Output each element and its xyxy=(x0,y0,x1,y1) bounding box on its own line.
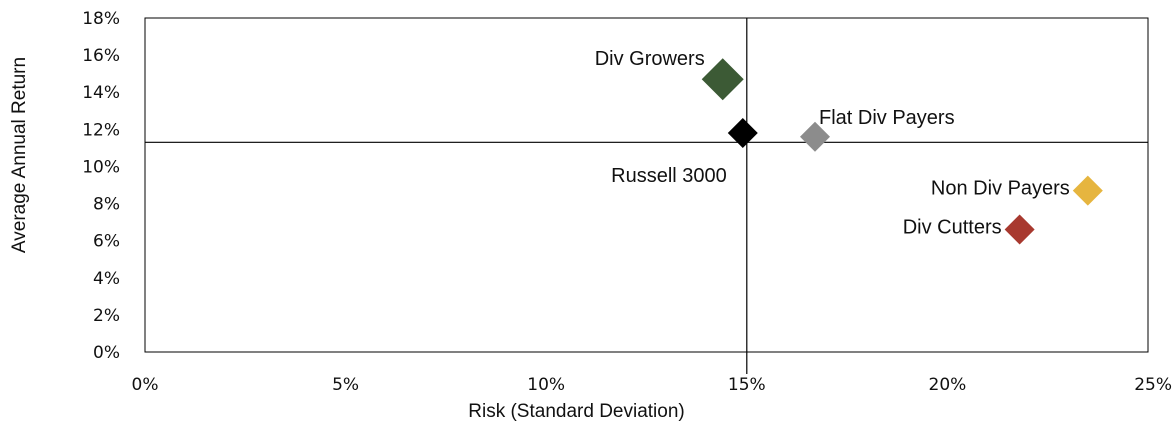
point-label: Div Cutters xyxy=(903,217,1002,239)
y-tick-label: 6% xyxy=(93,232,120,252)
point-label: Div Growers xyxy=(595,48,705,70)
point-labels: Div Growers Russell 3000 Flat Div Payers No… xyxy=(595,48,1070,238)
x-tick-label: 5% xyxy=(332,375,359,395)
y-tick-label: 8% xyxy=(93,195,120,215)
y-tick-label: 4% xyxy=(93,269,120,289)
x-tick-label: 10% xyxy=(527,375,565,395)
y-axis-title: Average Annual Return xyxy=(9,57,30,253)
data-points xyxy=(701,58,1103,245)
point-label: Non Div Payers xyxy=(931,178,1070,200)
x-tick-label: 15% xyxy=(728,375,766,395)
x-tick-label: 0% xyxy=(132,375,159,395)
y-tick-label: 12% xyxy=(82,120,120,140)
point-label: Flat Div Payers xyxy=(819,107,955,129)
scatter-point xyxy=(727,118,758,149)
y-tick-label: 0% xyxy=(93,343,120,363)
y-tick-label: 14% xyxy=(82,83,120,103)
scatter-point xyxy=(800,121,831,152)
reference-lines xyxy=(145,18,1148,374)
y-tick-label: 18% xyxy=(82,9,120,29)
x-tick-label: 25% xyxy=(1134,375,1172,395)
scatter-point xyxy=(1072,175,1103,206)
y-tick-label: 16% xyxy=(82,46,120,66)
x-tick-label: 20% xyxy=(929,375,967,395)
point-label: Russell 3000 xyxy=(611,165,727,187)
scatter-point xyxy=(1004,214,1035,245)
scatter-point xyxy=(701,58,744,101)
axes xyxy=(144,17,1149,353)
tick-labels: 0% 5% 10% 15% 20% 25% 0% 2% 4% 6% 8% 10% 12% 14% 16% 18… xyxy=(82,9,1172,395)
x-axis-title: Risk (Standard Deviation) xyxy=(468,401,684,422)
plot-frame xyxy=(144,17,1149,353)
y-tick-label: 2% xyxy=(93,306,120,326)
y-tick-label: 10% xyxy=(82,157,120,177)
